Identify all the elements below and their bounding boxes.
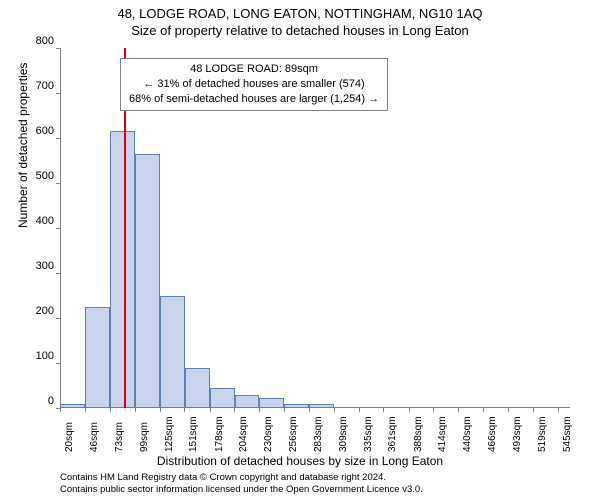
x-tick-mark xyxy=(85,408,86,412)
x-tick-label: 545sqm xyxy=(562,416,573,452)
y-axis-line xyxy=(60,48,61,408)
x-tick-mark xyxy=(409,408,410,412)
x-tick-label: 519sqm xyxy=(537,416,548,452)
x-tick-mark xyxy=(234,408,235,412)
y-tick-mark xyxy=(56,363,60,364)
x-tick-label: 414sqm xyxy=(437,416,448,452)
x-tick-label: 204sqm xyxy=(238,416,249,452)
y-tick-mark xyxy=(56,318,60,319)
x-tick-label: 46sqm xyxy=(89,422,100,452)
histogram-bar xyxy=(259,398,284,408)
footer-line-2: Contains public sector information licen… xyxy=(60,484,423,496)
y-tick-mark xyxy=(56,48,60,49)
y-tick-mark xyxy=(56,138,60,139)
x-tick-mark xyxy=(483,408,484,412)
x-tick-label: 361sqm xyxy=(387,416,398,452)
x-tick-label: 335sqm xyxy=(363,416,374,452)
footer: Contains HM Land Registry data © Crown c… xyxy=(60,472,423,496)
x-tick-mark xyxy=(458,408,459,412)
x-tick-mark xyxy=(383,408,384,412)
x-axis-label: Distribution of detached houses by size … xyxy=(0,454,600,468)
y-tick-mark xyxy=(56,183,60,184)
x-tick-mark xyxy=(433,408,434,412)
x-tick-label: 283sqm xyxy=(313,416,324,452)
x-tick-label: 125sqm xyxy=(164,416,175,452)
title-sub: Size of property relative to detached ho… xyxy=(0,21,600,38)
x-tick-mark xyxy=(309,408,310,412)
x-tick-label: 99sqm xyxy=(139,422,150,452)
x-tick-mark xyxy=(508,408,509,412)
x-tick-mark xyxy=(160,408,161,412)
y-tick-label: 300 xyxy=(24,260,54,272)
x-tick-label: 73sqm xyxy=(114,422,125,452)
x-tick-mark xyxy=(359,408,360,412)
y-tick-label: 0 xyxy=(24,395,54,407)
histogram-bar xyxy=(110,131,135,408)
histogram-bar xyxy=(160,296,185,409)
y-tick-label: 800 xyxy=(24,35,54,47)
x-tick-label: 20sqm xyxy=(64,422,75,452)
histogram-bar xyxy=(309,404,334,408)
x-tick-label: 230sqm xyxy=(263,416,274,452)
x-tick-mark xyxy=(210,408,211,412)
histogram-bar xyxy=(135,154,160,408)
y-axis-label: Number of detached properties xyxy=(16,63,30,228)
annotation-box: 48 LODGE ROAD: 89sqm ← 31% of detached h… xyxy=(120,58,388,111)
title-main: 48, LODGE ROAD, LONG EATON, NOTTINGHAM, … xyxy=(0,0,600,21)
histogram-bar xyxy=(210,388,235,408)
annotation-line-2: ← 31% of detached houses are smaller (57… xyxy=(129,77,379,92)
x-tick-label: 151sqm xyxy=(188,416,199,452)
y-tick-label: 200 xyxy=(24,305,54,317)
x-tick-label: 466sqm xyxy=(487,416,498,452)
chart-container: 48, LODGE ROAD, LONG EATON, NOTTINGHAM, … xyxy=(0,0,600,500)
x-tick-mark xyxy=(110,408,111,412)
histogram-bar xyxy=(185,368,210,409)
histogram-bar xyxy=(284,404,309,408)
x-tick-mark xyxy=(184,408,185,412)
x-tick-label: 493sqm xyxy=(512,416,523,452)
histogram-bar xyxy=(235,395,260,409)
annotation-line-1: 48 LODGE ROAD: 89sqm xyxy=(129,62,379,77)
x-tick-mark xyxy=(284,408,285,412)
x-tick-label: 388sqm xyxy=(413,416,424,452)
y-tick-label: 100 xyxy=(24,350,54,362)
x-tick-label: 178sqm xyxy=(214,416,225,452)
x-tick-mark xyxy=(533,408,534,412)
footer-line-1: Contains HM Land Registry data © Crown c… xyxy=(60,472,423,484)
y-tick-mark xyxy=(56,93,60,94)
x-tick-mark xyxy=(259,408,260,412)
x-tick-mark xyxy=(558,408,559,412)
x-tick-mark xyxy=(135,408,136,412)
x-tick-mark xyxy=(60,408,61,412)
y-tick-mark xyxy=(56,273,60,274)
x-tick-label: 256sqm xyxy=(288,416,299,452)
x-tick-label: 309sqm xyxy=(338,416,349,452)
x-tick-label: 440sqm xyxy=(462,416,473,452)
annotation-line-3: 68% of semi-detached houses are larger (… xyxy=(129,92,379,107)
histogram-bar xyxy=(60,404,85,409)
y-tick-mark xyxy=(56,228,60,229)
histogram-bar xyxy=(85,307,110,408)
x-tick-mark xyxy=(334,408,335,412)
